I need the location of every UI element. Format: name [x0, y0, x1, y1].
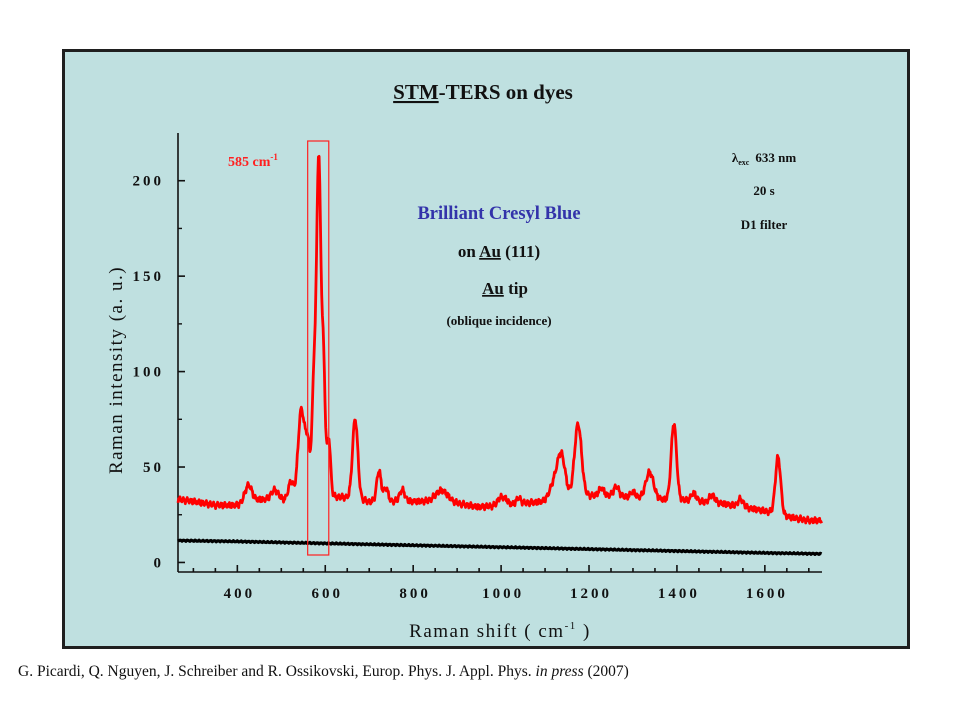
y-ticks: 0 50 100 150 200: [133, 174, 185, 571]
x-axis-label-main: Raman shift ( cm: [409, 621, 564, 642]
geometry-label: (oblique incidence): [446, 313, 551, 328]
sample-name: Brilliant Cresyl Blue: [417, 204, 580, 224]
substrate-underlined: Au: [479, 242, 501, 261]
tip-suffix: tip: [504, 279, 528, 298]
x-tick-label: 1400: [658, 586, 700, 602]
x-ticks: 400 600 800 1000 1200 1400 1600: [192, 565, 810, 602]
y-axis-label: Raman intensity (a. u.): [106, 266, 127, 474]
chart-title-underlined: STM: [393, 80, 439, 104]
wavelength-value: 633 nm: [755, 150, 796, 165]
tip-underlined: Au: [482, 279, 504, 298]
substrate-label: on Au (111): [458, 242, 540, 261]
peak-highlight-box: [307, 140, 330, 556]
citation-year: (2007): [587, 663, 629, 680]
y-tick-label: 200: [133, 174, 165, 190]
y-tick-label: 50: [143, 460, 164, 476]
tip-label: Au tip: [482, 279, 528, 298]
y-tick-label: 0: [154, 555, 165, 571]
peak-annotation-sup: -1: [270, 152, 278, 162]
substrate-prefix: on: [458, 242, 479, 261]
lambda-symbol: λ: [732, 150, 739, 165]
peak-annotation: 585 cm-1: [228, 152, 278, 170]
chart-title-rest: -TERS on dyes: [439, 80, 573, 104]
filter-label: D1 filter: [741, 217, 788, 232]
slide-panel: [62, 49, 910, 649]
x-axis-label-end: ): [577, 621, 591, 642]
ters-spectrum-line: [176, 154, 823, 525]
chart-title: STM-TERS on dyes: [393, 80, 573, 104]
x-tick-label: 400: [224, 586, 256, 602]
x-axis-label-sup: -1: [565, 620, 577, 632]
citation-authors: G. Picardi, Q. Nguyen, J. Schreiber and …: [18, 663, 532, 680]
citation: G. Picardi, Q. Nguyen, J. Schreiber and …: [18, 663, 629, 681]
time-label: 20 s: [753, 183, 774, 198]
x-tick-label: 600: [312, 586, 344, 602]
substrate-suffix: (111): [501, 242, 540, 261]
citation-status: in press: [535, 663, 584, 680]
y-tick-label: 150: [133, 269, 165, 285]
x-tick-label: 1600: [746, 586, 788, 602]
wavelength-label: λexc 633 nm: [732, 150, 796, 167]
x-axis-label: Raman shift ( cm-1 ): [409, 620, 591, 642]
x-tick-label: 800: [399, 586, 431, 602]
reference-spectrum-line: [177, 538, 823, 557]
lambda-sub: exc: [738, 158, 750, 167]
peak-annotation-value: 585 cm: [228, 155, 271, 170]
x-tick-label: 1200: [570, 586, 612, 602]
x-tick-label: 1000: [482, 586, 524, 602]
y-tick-label: 100: [133, 365, 165, 381]
